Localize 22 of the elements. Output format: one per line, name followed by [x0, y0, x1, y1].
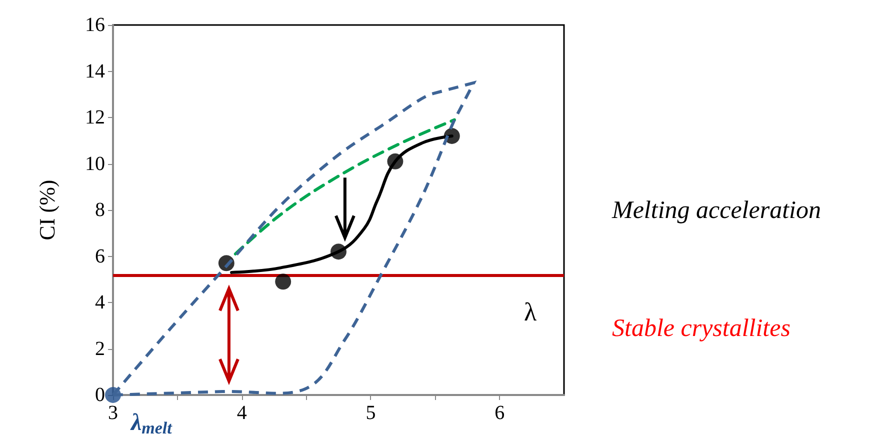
y-tick-label: 10 [85, 152, 105, 175]
y-axis-title: CI (%) [34, 180, 60, 240]
y-tick-label: 0 [95, 384, 105, 406]
y-tick-label: 6 [95, 245, 105, 268]
x-axis-title: λ [524, 298, 537, 326]
line-series [234, 118, 456, 256]
text: Stable crystallites [612, 315, 790, 342]
y-tick-label: 4 [95, 292, 105, 314]
point [330, 244, 346, 260]
text: Melting acceleration [611, 197, 821, 224]
y-tick-label: 2 [95, 338, 105, 360]
point [444, 128, 460, 144]
x-tick-label: 4 [236, 402, 247, 424]
y-tick-label: 16 [85, 14, 105, 36]
x-tick-label: 5 [366, 402, 376, 424]
point [387, 153, 404, 170]
x-tick-label: 6 [494, 402, 505, 424]
y-tick-label: 14 [85, 60, 105, 82]
y-tick-label: 12 [85, 106, 105, 128]
x-tick-label: 3 [108, 402, 118, 424]
point [275, 274, 292, 290]
y-tick-label: 8 [95, 199, 105, 221]
